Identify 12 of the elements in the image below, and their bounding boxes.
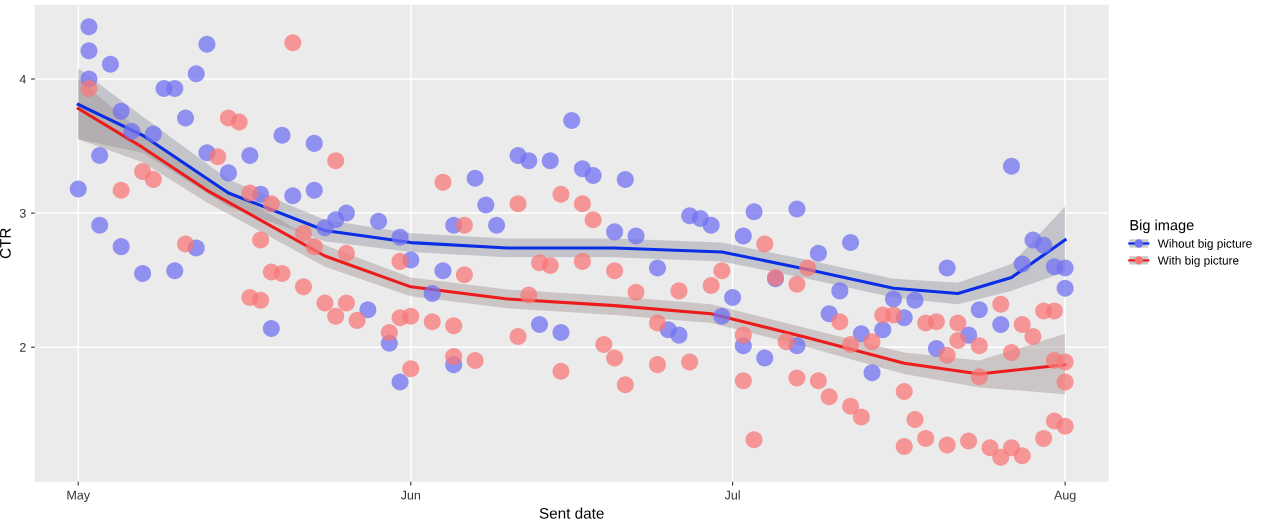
x-tick-label: Jul: [724, 490, 740, 500]
y-tick-label: 3: [19, 208, 26, 218]
y-tick-label: 4: [19, 74, 26, 84]
x-axis-title: Sent date: [539, 507, 604, 519]
y-tick-label: 2: [19, 343, 26, 352]
x-tick-label: May: [67, 490, 91, 502]
x-tick-label: Jun: [400, 490, 421, 500]
legend-title: Big image: [1130, 219, 1194, 234]
legend-label: Wihout big picture: [1157, 239, 1252, 251]
y-axis-title: CTR: [0, 228, 11, 259]
legend-label: With big picture: [1157, 255, 1239, 267]
x-tick-label: Aug: [1054, 490, 1076, 502]
